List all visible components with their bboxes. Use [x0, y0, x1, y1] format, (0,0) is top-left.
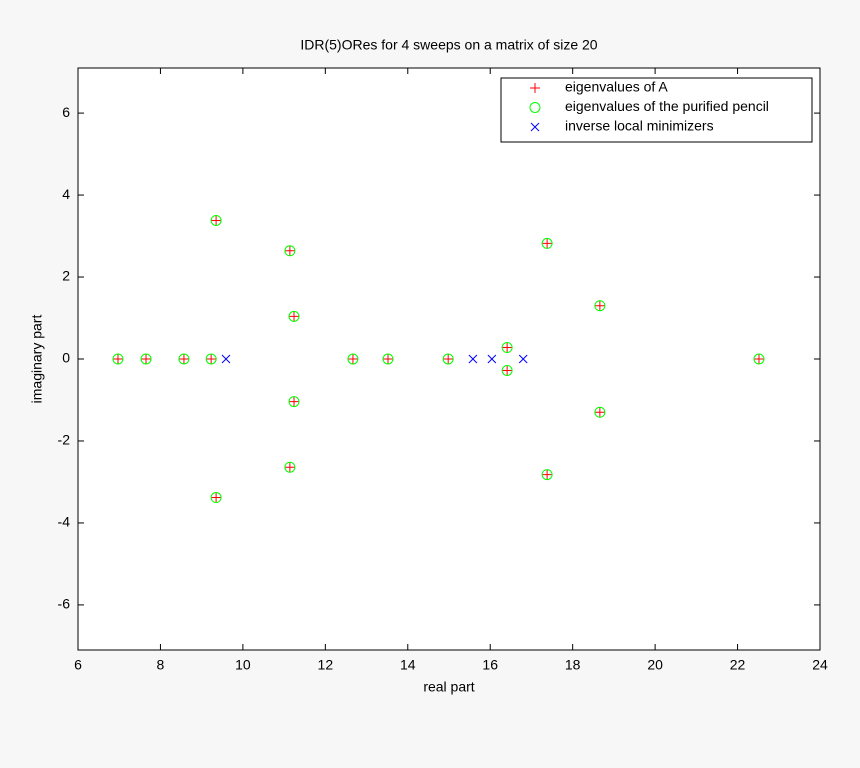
marker	[542, 238, 553, 249]
marker	[347, 353, 359, 365]
marker	[753, 353, 765, 365]
marker	[518, 354, 528, 364]
marker	[442, 353, 454, 365]
marker	[289, 396, 300, 407]
marker	[112, 354, 123, 364]
marker	[211, 215, 222, 226]
y-tick-label: -6	[58, 596, 71, 612]
marker	[594, 300, 605, 311]
x-tick-label: 10	[235, 657, 251, 673]
y-tick-label: 4	[62, 186, 70, 202]
x-tick-label: 18	[565, 657, 581, 673]
legend-label: eigenvalues of the purified pencil	[565, 98, 769, 114]
marker	[284, 245, 296, 257]
legend-marker	[530, 122, 540, 132]
marker	[211, 492, 222, 503]
x-tick-label: 16	[482, 657, 498, 673]
marker	[112, 353, 124, 365]
marker	[502, 342, 513, 353]
marker	[288, 310, 300, 322]
marker	[594, 406, 606, 418]
marker	[347, 354, 358, 364]
marker	[284, 461, 296, 473]
marker	[468, 354, 478, 364]
marker	[502, 365, 513, 376]
marker	[178, 354, 189, 364]
marker	[382, 354, 393, 364]
marker	[210, 214, 222, 226]
legend-marker	[530, 83, 540, 93]
marker	[284, 245, 295, 256]
legend-marker	[529, 102, 541, 113]
marker	[753, 354, 764, 364]
y-tick-label: -4	[58, 514, 71, 530]
marker	[210, 492, 222, 504]
x-tick-label: 12	[318, 657, 334, 673]
marker	[205, 353, 217, 365]
x-tick-label: 24	[812, 657, 828, 673]
legend-box	[500, 77, 813, 143]
marker	[221, 354, 231, 364]
x-tick-label: 14	[400, 657, 416, 673]
x-tick-label: 6	[74, 657, 82, 673]
marker	[594, 300, 606, 312]
marker	[140, 353, 152, 365]
legend-label: inverse local minimizers	[565, 118, 714, 134]
legend: eigenvalues of A eigenvalues of the purif…	[500, 77, 813, 143]
marker	[289, 311, 300, 322]
y-axis-label: imaginary part	[29, 315, 45, 404]
marker	[443, 354, 454, 364]
y-tick-label: 2	[62, 268, 70, 284]
marker	[594, 407, 605, 418]
marker	[382, 353, 394, 365]
marker	[284, 462, 295, 473]
y-tick-label: -2	[58, 432, 71, 448]
marker	[501, 364, 513, 376]
legend-label: eigenvalues of A	[565, 79, 668, 95]
marker	[206, 354, 217, 364]
marker	[541, 237, 553, 249]
y-tick-label: 6	[62, 104, 70, 120]
marker	[501, 342, 513, 354]
marker	[288, 396, 300, 408]
marker	[178, 353, 190, 365]
x-tick-label: 8	[157, 657, 165, 673]
y-tick-label: 0	[62, 350, 70, 366]
marker	[542, 469, 553, 480]
chart-title: IDR(5)ORes for 4 sweeps on a matrix of s…	[300, 37, 597, 53]
x-axis-label: real part	[423, 679, 474, 695]
x-tick-label: 22	[730, 657, 746, 673]
marker	[541, 469, 553, 481]
x-tick-label: 20	[647, 657, 663, 673]
marker	[487, 354, 497, 364]
marker	[141, 354, 152, 364]
